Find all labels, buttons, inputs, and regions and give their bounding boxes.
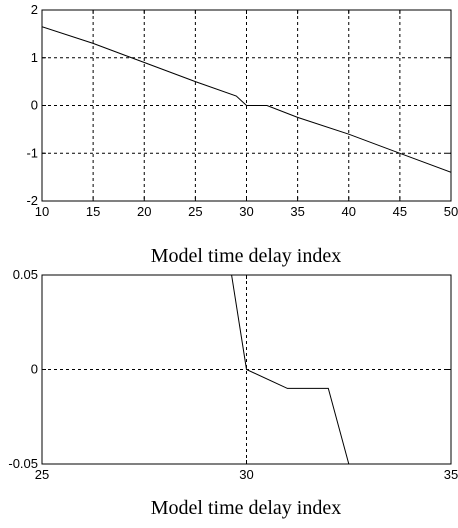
x-tick-label: 40 — [342, 204, 356, 219]
y-tick-label: 0 — [31, 98, 38, 113]
y-tick-label: 1 — [31, 50, 38, 65]
chart-1-y-ticks: 2 1 0 -1 -2 — [26, 2, 451, 208]
x-tick-label: 20 — [137, 204, 151, 219]
x-tick-label: 45 — [393, 204, 407, 219]
y-tick-label: -0.05 — [8, 456, 38, 471]
chart-2-x-ticks: 25 30 35 — [35, 275, 458, 482]
chart-1-x-ticks: 10 15 20 25 30 35 40 45 50 — [35, 10, 458, 219]
series-line-0 — [42, 26, 451, 173]
y-tick-label: 0 — [31, 362, 38, 377]
chart-2: 25 30 35 0.05 0 -0.05 Model time delay index — [8, 267, 458, 519]
chart-2-series — [231, 275, 350, 464]
chart-1: 10 15 20 25 30 35 40 45 50 210-1-2 Model time de… — [26, 2, 458, 267]
x-tick-label: 30 — [239, 204, 253, 219]
x-tick-label: 15 — [86, 204, 100, 219]
y-tick-label: -2 — [26, 193, 38, 208]
x-tick-label: 35 — [444, 467, 458, 482]
y-tick-label: 0.05 — [13, 267, 38, 282]
x-tick-label: 10 — [35, 204, 49, 219]
chart-1-series — [42, 26, 451, 173]
y-tick-label: 2 — [31, 2, 38, 17]
y-tick-label: -1 — [26, 145, 38, 160]
x-tick-label: 25 — [35, 467, 49, 482]
chart-1-x-axis-label: Model time delay index — [151, 245, 342, 267]
x-tick-label: 35 — [290, 204, 304, 219]
chart-2-y-ticks: 0.05 0 -0.05 — [8, 267, 451, 471]
x-tick-label: 50 — [444, 204, 458, 219]
x-tick-label: 30 — [239, 467, 253, 482]
chart-2-x-axis-label: Model time delay index — [151, 497, 342, 519]
x-tick-label: 25 — [188, 204, 202, 219]
series-line-0 — [231, 275, 350, 464]
